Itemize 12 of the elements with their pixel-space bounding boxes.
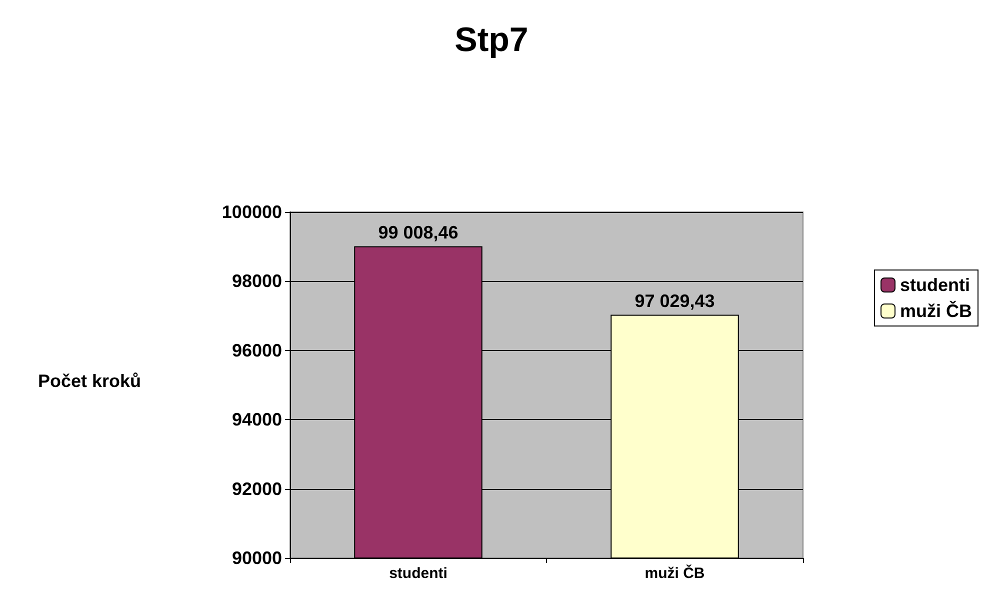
- data-label: 99 008,46: [378, 222, 458, 242]
- chart-title: Stp7: [454, 21, 528, 59]
- y-tick-label: 90000: [232, 548, 282, 568]
- y-tick-label: 98000: [232, 271, 282, 292]
- y-tick-label: 100000: [222, 202, 282, 222]
- y-tick-label: 94000: [232, 410, 282, 430]
- data-label: 97 029,43: [634, 290, 715, 311]
- legend-label: studenti: [900, 275, 970, 295]
- y-tick-label: 96000: [232, 340, 282, 360]
- legend-label: muži ČB: [900, 300, 972, 321]
- y-axis-title: Počet kroků: [38, 371, 142, 391]
- y-tick-label: 92000: [232, 478, 282, 499]
